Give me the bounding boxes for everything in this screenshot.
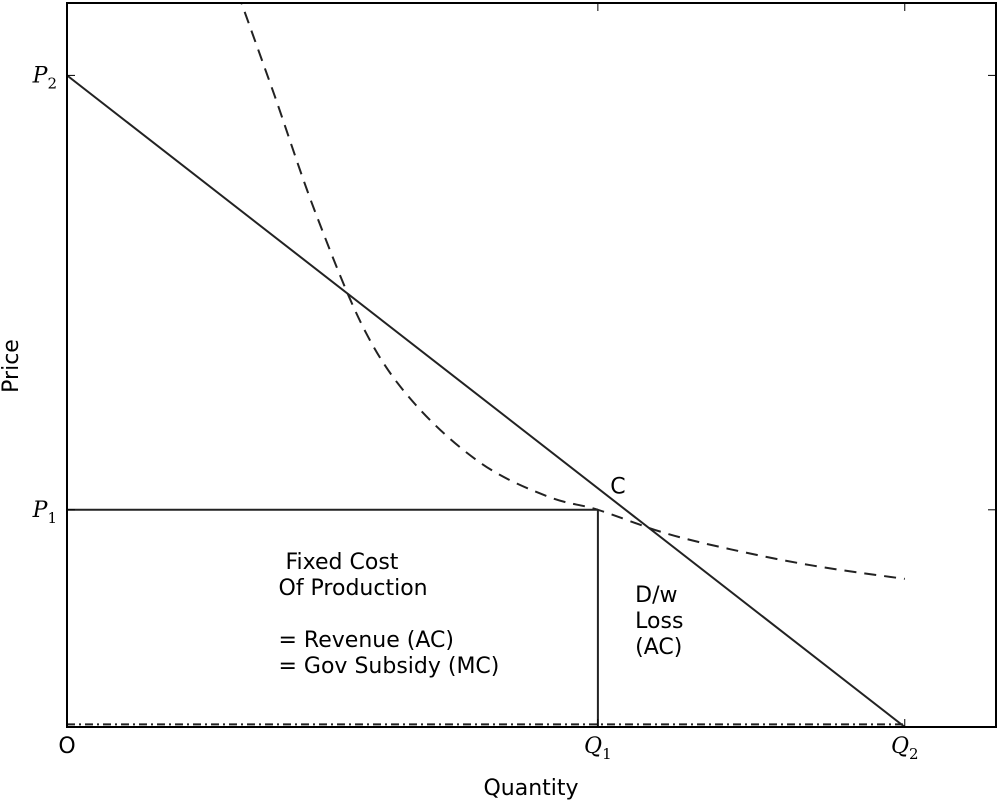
annotation-fixed-cost: Fixed Cost Of Production = Revenue (AC) = …	[279, 550, 500, 679]
annotation-point-c: C	[610, 474, 625, 499]
annotation-dw-loss: D/w Loss (AC)	[635, 583, 683, 660]
plot-frame	[66, 2, 997, 728]
y-tick-label: P1	[32, 498, 57, 527]
y-axis-label: Price	[0, 339, 24, 393]
x-tick-label: Q1	[584, 734, 612, 763]
series-line-2	[240, 3, 905, 580]
y-tick-label: P2	[32, 63, 57, 92]
plot-lines	[67, 3, 906, 727]
x-tick-label: Q2	[891, 734, 919, 763]
annotations: C Fixed Cost Of Production = Revenue (AC)…	[279, 474, 684, 679]
x-axis-label: Quantity	[483, 776, 578, 801]
x-tick-label: O	[58, 734, 75, 759]
series-line-1	[67, 74, 906, 727]
ticks: O Q1 Q2 P2 P1	[32, 3, 996, 763]
